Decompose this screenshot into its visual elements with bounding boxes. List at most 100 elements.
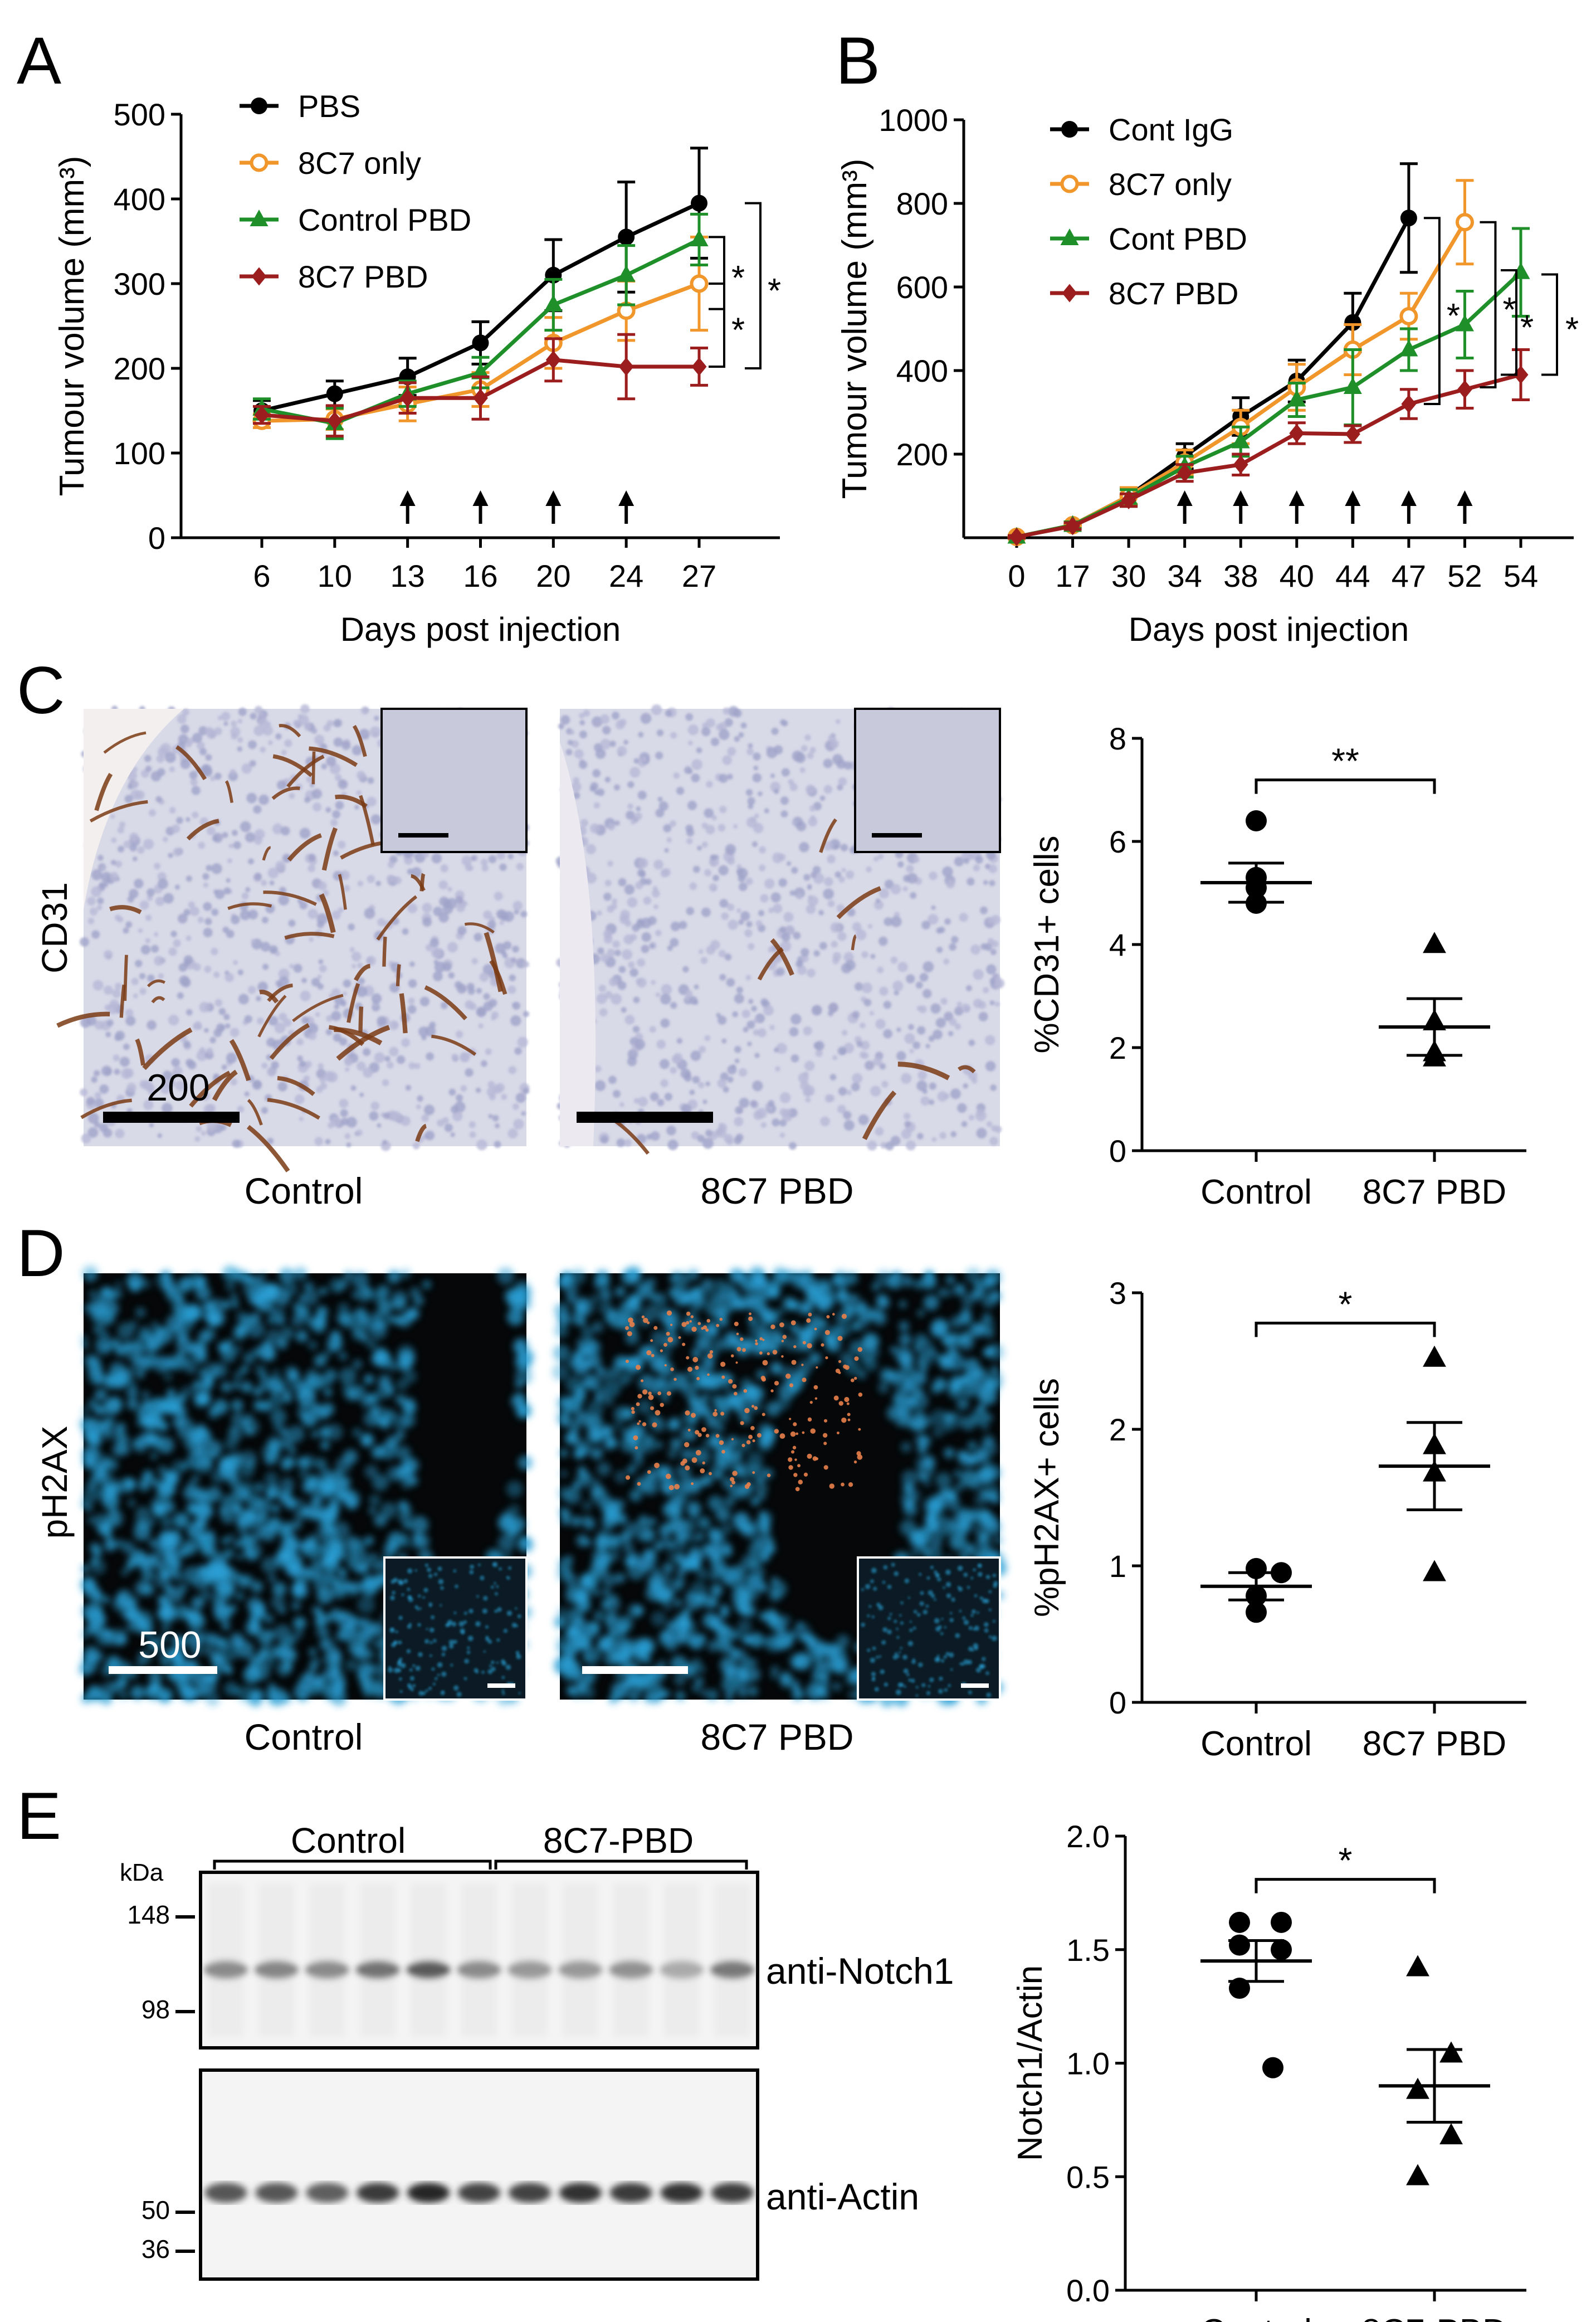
cd31-vessel bbox=[484, 932, 504, 992]
nucleus bbox=[269, 880, 275, 885]
dapi-cluster bbox=[310, 1541, 318, 1550]
nucleus bbox=[892, 981, 904, 992]
inset-dot bbox=[441, 1671, 447, 1677]
dapi-cluster bbox=[329, 1537, 345, 1554]
cd31-vessel bbox=[464, 922, 495, 934]
dapi-cluster bbox=[945, 1275, 955, 1284]
dapi-cluster bbox=[707, 1527, 722, 1542]
x-tick-label: 17 bbox=[1055, 558, 1090, 593]
dapi-cluster bbox=[720, 1283, 736, 1300]
data-point bbox=[1399, 307, 1418, 325]
cd31-scale-label: 200 bbox=[147, 1067, 209, 1109]
nucleus bbox=[341, 741, 351, 750]
ph2ax-focus bbox=[755, 1342, 758, 1346]
nucleus bbox=[917, 1070, 928, 1080]
data-point bbox=[617, 265, 636, 282]
dose-arrow-head bbox=[545, 490, 562, 506]
ph2ax-focus bbox=[774, 1429, 779, 1434]
dapi-cluster bbox=[384, 1409, 397, 1422]
nucleus bbox=[753, 822, 764, 834]
nucleus bbox=[114, 1068, 120, 1075]
ph2ax-focus bbox=[670, 1323, 673, 1326]
nucleus bbox=[647, 916, 657, 926]
dapi-cluster bbox=[99, 1462, 107, 1471]
nucleus bbox=[968, 1039, 975, 1046]
dapi-cluster bbox=[93, 1513, 110, 1531]
nucleus bbox=[248, 858, 254, 865]
dapi-cluster bbox=[270, 1440, 279, 1450]
nucleus bbox=[659, 1059, 670, 1069]
nucleus bbox=[318, 881, 327, 891]
dapi-cluster bbox=[126, 1386, 139, 1399]
nucleus bbox=[186, 875, 192, 882]
nucleus bbox=[197, 917, 204, 923]
nucleus bbox=[748, 999, 754, 1004]
dapi-cluster bbox=[575, 1338, 584, 1347]
dapi-cluster bbox=[231, 1412, 246, 1428]
nucleus bbox=[809, 747, 816, 753]
dapi-cluster bbox=[584, 1380, 592, 1388]
dapi-cluster bbox=[925, 1459, 936, 1470]
nucleus bbox=[641, 756, 647, 762]
dapi-cluster bbox=[894, 1346, 911, 1363]
dapi-cluster bbox=[363, 1410, 381, 1428]
inset-dot bbox=[453, 1569, 457, 1573]
dapi-cluster bbox=[337, 1302, 350, 1315]
dapi-cluster bbox=[287, 1498, 298, 1509]
nucleus bbox=[108, 1003, 119, 1014]
nucleus bbox=[363, 1067, 373, 1078]
dapi-cluster bbox=[293, 1617, 306, 1630]
cd31-vessel bbox=[269, 1023, 310, 1060]
nucleus bbox=[202, 766, 213, 777]
nucleus bbox=[773, 1047, 779, 1053]
nucleus bbox=[727, 1076, 734, 1083]
nucleus bbox=[657, 1099, 665, 1107]
nucleus bbox=[834, 871, 842, 878]
dapi-cluster bbox=[105, 1518, 113, 1526]
dapi-cluster bbox=[734, 1404, 744, 1413]
dapi-cluster bbox=[506, 1308, 524, 1326]
dapi-cluster bbox=[836, 1289, 848, 1302]
dapi-cluster bbox=[345, 1496, 359, 1510]
data-point bbox=[254, 406, 270, 425]
dapi-cluster bbox=[849, 1340, 864, 1355]
ph2ax-focus bbox=[798, 1479, 803, 1484]
nucleus bbox=[697, 845, 702, 851]
nucleus bbox=[507, 1128, 518, 1139]
nucleus bbox=[806, 904, 816, 914]
dapi-cluster bbox=[631, 1455, 644, 1468]
legend-marker bbox=[1062, 284, 1077, 303]
ph2ax-focus bbox=[813, 1385, 818, 1390]
inset-dot bbox=[438, 1579, 444, 1585]
nucleus bbox=[407, 1005, 417, 1014]
nucleus bbox=[429, 1021, 436, 1029]
dapi-cluster bbox=[624, 1522, 640, 1537]
inset-dot bbox=[431, 1615, 435, 1619]
dapi-cluster bbox=[380, 1502, 397, 1518]
nucleus bbox=[990, 1084, 997, 1091]
nucleus bbox=[873, 900, 884, 910]
inset-dot bbox=[427, 1568, 432, 1573]
inset-dot bbox=[502, 1692, 505, 1695]
nucleus bbox=[637, 1097, 648, 1107]
nucleus bbox=[281, 826, 290, 836]
dapi-cluster bbox=[701, 1474, 714, 1486]
dapi-cluster bbox=[662, 1562, 674, 1574]
cd31-vessel bbox=[175, 745, 207, 781]
nucleus bbox=[260, 942, 271, 952]
nucleus bbox=[700, 957, 708, 965]
dapi-cluster bbox=[324, 1388, 333, 1397]
dapi-cluster bbox=[956, 1398, 969, 1410]
cd31-vessel bbox=[396, 964, 401, 986]
nucleus bbox=[789, 890, 795, 896]
dapi-cluster bbox=[796, 1690, 803, 1697]
dapi-cluster bbox=[673, 1673, 686, 1686]
dapi-cluster bbox=[162, 1606, 173, 1617]
dapi-cluster bbox=[622, 1541, 635, 1554]
nucleus bbox=[251, 938, 256, 944]
nucleus bbox=[476, 1007, 485, 1017]
significance-bracket bbox=[745, 202, 762, 369]
nucleus bbox=[641, 945, 650, 953]
nucleus bbox=[275, 980, 282, 986]
nucleus bbox=[238, 708, 247, 717]
